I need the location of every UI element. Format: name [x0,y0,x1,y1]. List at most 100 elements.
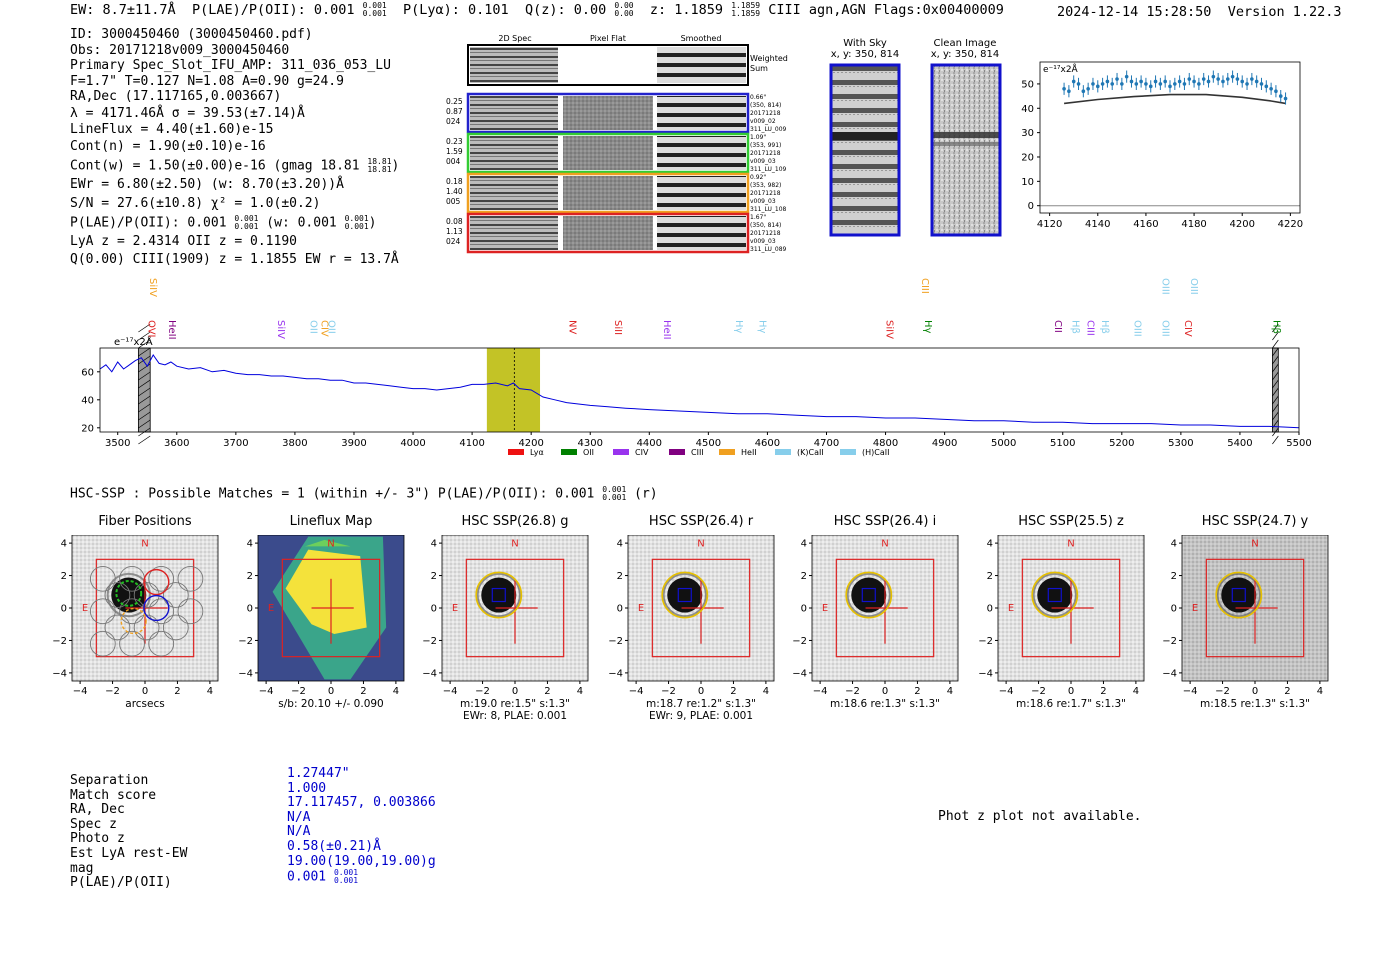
cutout-row-2-right-4: 311_LU_109 [750,166,787,173]
header-qz: Q(z): 0.00 [524,2,607,18]
cutout-row-3-left-0: 0.18 [446,177,463,186]
zoom-fit-plot: 4120 4140 4160 4180 4200 4220 0 10 20 30 40 50 e⁻¹⁷x… [1021,61,1303,230]
zoom-data-point [1250,77,1254,81]
legend-label: (K)CaII [797,448,824,457]
spec-xtick-4600: 4600 [755,438,780,449]
info-ewr: EWr = 6.80(±2.50) (w: 8.70(±3.20))Å [70,177,344,192]
fiber-circle [148,565,175,592]
spec-xtick-4900: 4900 [932,438,957,449]
hsc-caption-1: m:19.0 re:1.5" s:1.3" [460,698,570,710]
hsc-ytick: −2 [422,636,437,647]
zoom-data-point [1274,89,1278,94]
east-label: E [268,603,274,614]
zoom-ytick-30: 30 [1021,128,1034,139]
clean-image-xy: x, y: 350, 814 [930,49,1000,60]
weighted-sum-label-1: Weighted [750,54,788,63]
hsc-panel-6: HSC SSP(25.5) z N E −4 −4 −2 −2 0 0 2 2 4 4 m:18.6 re… [958,510,1164,725]
hsc-ytick: 4 [247,539,253,550]
aperture-ellipse [475,571,523,619]
cutout-row-2-right-3: v009_03 [750,158,776,165]
hsc-xtick: 2 [544,686,550,697]
header-plya: P(Lyα): 0.101 [403,2,509,18]
hsc-xtick: 4 [577,686,583,697]
zoom-data-point [1105,79,1110,84]
hsc-xtick: −2 [1031,686,1046,697]
fiber-circle-red [143,568,170,596]
legend-label: CIII [691,448,704,457]
fiber-circle-orange [120,607,147,635]
cutout-row-3-left-1: 1.40 [446,187,463,196]
legend-swatch [840,449,856,455]
zoom-data-point [1100,82,1105,86]
summary-label-lya-ew: Est LyA rest-EW [70,845,188,861]
zoom-data-point [1163,79,1167,84]
spec-ytick-40: 40 [81,395,94,406]
cutout-row-4-left-2: 024 [446,237,461,246]
summary-label-mag: mag [70,860,94,876]
hsc-xtick: 4 [763,686,769,697]
east-label: E [82,603,88,614]
zoom-data-point [1173,82,1177,86]
spec-xtick-3900: 3900 [341,438,366,449]
hsc-xtick: −2 [291,686,306,697]
cutout-row-1-right-0: 0.66" [750,94,766,101]
hsc-ytick: 0 [801,604,807,615]
hsc-ytick: 0 [247,604,253,615]
east-label: E [1008,603,1014,614]
hsc-ytick: 2 [61,571,67,582]
cutout-row-4-right-1: (350, 814) [750,222,781,229]
info-lya-z: LyA z = 2.4314 OII z = 0.1190 [70,234,297,249]
header-version: Version 1.22.3 [1227,4,1342,20]
summary-value-separation: 1.27447" [287,766,350,781]
hsc-caption-2: EWr: 9, PLAE: 0.001 [649,710,753,720]
spec-xtick-4700: 4700 [814,438,839,449]
legend-swatch [561,449,577,455]
legend-swatch [669,449,685,455]
legend-label: CIV [635,448,649,457]
fiber-circle-green [115,579,143,607]
hsc-panel-image: N E −4 −4 −2 −2 0 0 2 2 4 4 m:18.5 re:1.3" s:1.3" [1162,535,1329,710]
fiber-circle [177,565,204,592]
hsc-xtick: 4 [947,686,953,697]
summary-label-radec: RA, Dec [70,802,125,818]
with-sky-xy: x, y: 350, 814 [830,49,900,60]
hsc-ytick: −2 [52,636,67,647]
emission-line-label: OIII [1132,320,1143,337]
zoom-data-point [1076,82,1081,86]
center-box [1047,587,1062,603]
cutout-row-3-right-4: 311_LU_108 [750,206,787,213]
spec-legend: Lyα OII CIV CIII HeII (K)CaII (H)CaII [508,448,889,457]
summary-value-lya-ew: 0.58(±0.21)Å [287,838,381,854]
hsc-xtick: −2 [845,686,860,697]
hsc-ytick: −4 [238,668,253,679]
aperture-ellipse [661,571,709,619]
emission-line-label: SiIV [884,320,895,339]
hsc-caption-1: s/b: 20.10 +/- 0.090 [278,698,383,710]
emission-line-label: CIII [919,278,930,294]
cutout-row-2-left-1: 1.59 [446,147,463,156]
info-obs: Obs: 20171218v009_3000450460 [70,42,290,58]
hsc-xtick: −4 [443,686,458,697]
legend-label: Lyα [530,448,544,457]
hsc-panel-title: Fiber Positions [98,514,192,529]
cutout-row-1-left-0: 0.25 [446,97,463,106]
summary-label-separation: Separation [70,773,149,788]
center-box [491,587,506,603]
header-plae-range: 0.001 0.001 [362,1,387,18]
hsc-xtick: 2 [1100,686,1106,697]
hsc-xtick: 0 [512,686,518,697]
hsc-ytick: −4 [1162,668,1177,679]
hsc-summary-tail: (r) [634,486,658,502]
hsc-ytick: 4 [61,539,67,550]
zoom-xtick-4160: 4160 [1133,219,1158,230]
summary-label-match-score: Match score [70,787,157,803]
cutout-row-4-right-0: 1.67" [750,214,766,221]
emission-line-label: SiIV [147,278,158,297]
hsc-ytick: −4 [422,668,437,679]
fiber-circle [162,582,189,608]
hsc-ytick: 4 [617,539,623,550]
spec-xtick-5500: 5500 [1286,438,1311,449]
emission-line-label: OII [308,320,319,334]
header-datetime: 2024-12-14 15:28:50 [1057,4,1212,20]
